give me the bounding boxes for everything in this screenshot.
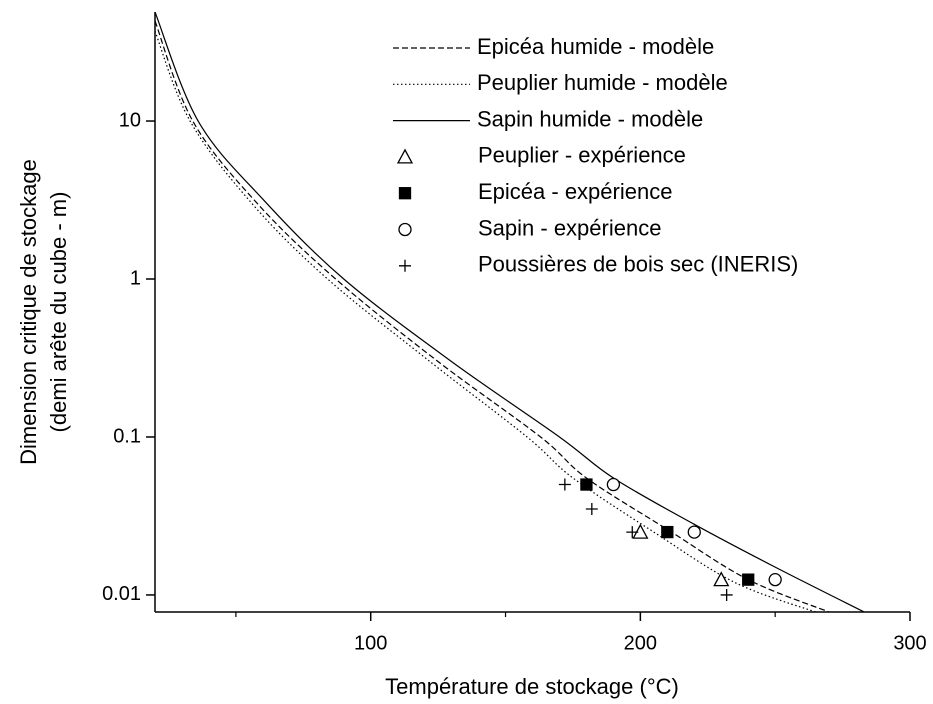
circle-marker xyxy=(606,477,621,492)
x-tick-label: 300 xyxy=(893,632,926,654)
legend-marker xyxy=(398,222,412,237)
legend-label: Sapin humide - modèle xyxy=(477,106,703,131)
square-marker xyxy=(580,478,593,491)
legend-label: Peuplier - expérience xyxy=(478,143,686,168)
legend-label: Epicéa humide - modèle xyxy=(477,34,714,59)
y-tick-label: 0.1 xyxy=(113,425,141,447)
y-tick-label: 0.01 xyxy=(102,583,141,605)
plot-area xyxy=(155,12,865,612)
y-axis-label: (demi arête du cube - m) xyxy=(46,192,71,433)
y-tick-label: 1 xyxy=(130,267,141,289)
triangle-marker xyxy=(713,571,730,587)
legend-label: Sapin - expérience xyxy=(478,215,661,240)
plus-marker xyxy=(558,478,571,491)
legend-marker xyxy=(399,259,411,272)
square-marker xyxy=(742,573,755,586)
legend-marker xyxy=(396,148,414,164)
model-line xyxy=(155,31,816,612)
legend-label: Poussières de bois sec (INERIS) xyxy=(478,252,798,277)
model-line xyxy=(155,12,865,612)
plus-marker xyxy=(585,503,598,516)
circle-marker xyxy=(768,572,782,587)
x-tick-label: 100 xyxy=(354,632,387,654)
legend-marker xyxy=(398,187,412,200)
legend-label: Epicéa - expérience xyxy=(478,179,672,204)
model-line xyxy=(155,20,830,612)
square-marker xyxy=(661,525,674,539)
plus-marker xyxy=(720,588,733,601)
legend-label: Peuplier humide - modèle xyxy=(477,70,728,95)
x-axis-label: Température de stockage (°C) xyxy=(385,674,679,699)
y-axis-label: Dimension critique de stockage xyxy=(16,159,41,465)
circle-marker xyxy=(687,525,701,539)
plus-marker xyxy=(626,526,639,539)
y-tick-label: 10 xyxy=(119,109,141,131)
x-tick-label: 200 xyxy=(624,632,657,654)
